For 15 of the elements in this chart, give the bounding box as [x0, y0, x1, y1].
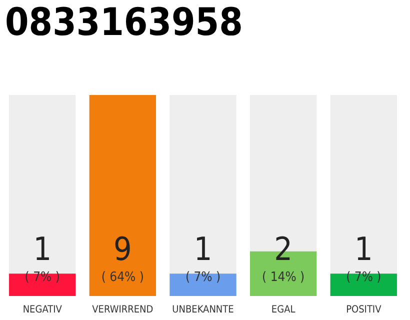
annotation: ( 7% ): [24, 270, 60, 285]
data-label: 9: [114, 230, 132, 268]
x-tick-label: POSITIV: [346, 304, 382, 316]
x-tick-label: UNBEKANNTE: [172, 304, 234, 316]
x-tick-label: VERWIRREND: [92, 304, 154, 316]
annotation: ( 64% ): [101, 270, 144, 285]
x-tick-label: NEGATIV: [22, 304, 63, 316]
data-label: 1: [354, 230, 373, 268]
chart-title: 0833163958: [5, 0, 243, 44]
data-label: 1: [194, 230, 212, 268]
annotation: ( 7% ): [346, 270, 382, 285]
x-tick-label: EGAL: [271, 304, 296, 316]
annotation: ( 14% ): [262, 270, 305, 285]
annotation: ( 7% ): [185, 270, 221, 285]
data-label: 1: [33, 230, 52, 268]
